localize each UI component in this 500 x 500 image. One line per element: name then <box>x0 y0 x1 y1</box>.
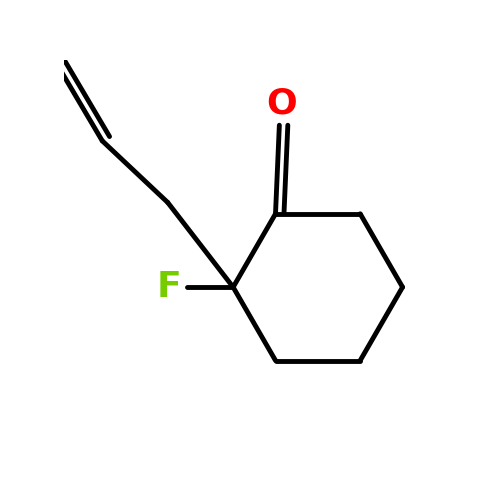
Text: F: F <box>157 270 182 304</box>
Text: O: O <box>266 86 297 120</box>
